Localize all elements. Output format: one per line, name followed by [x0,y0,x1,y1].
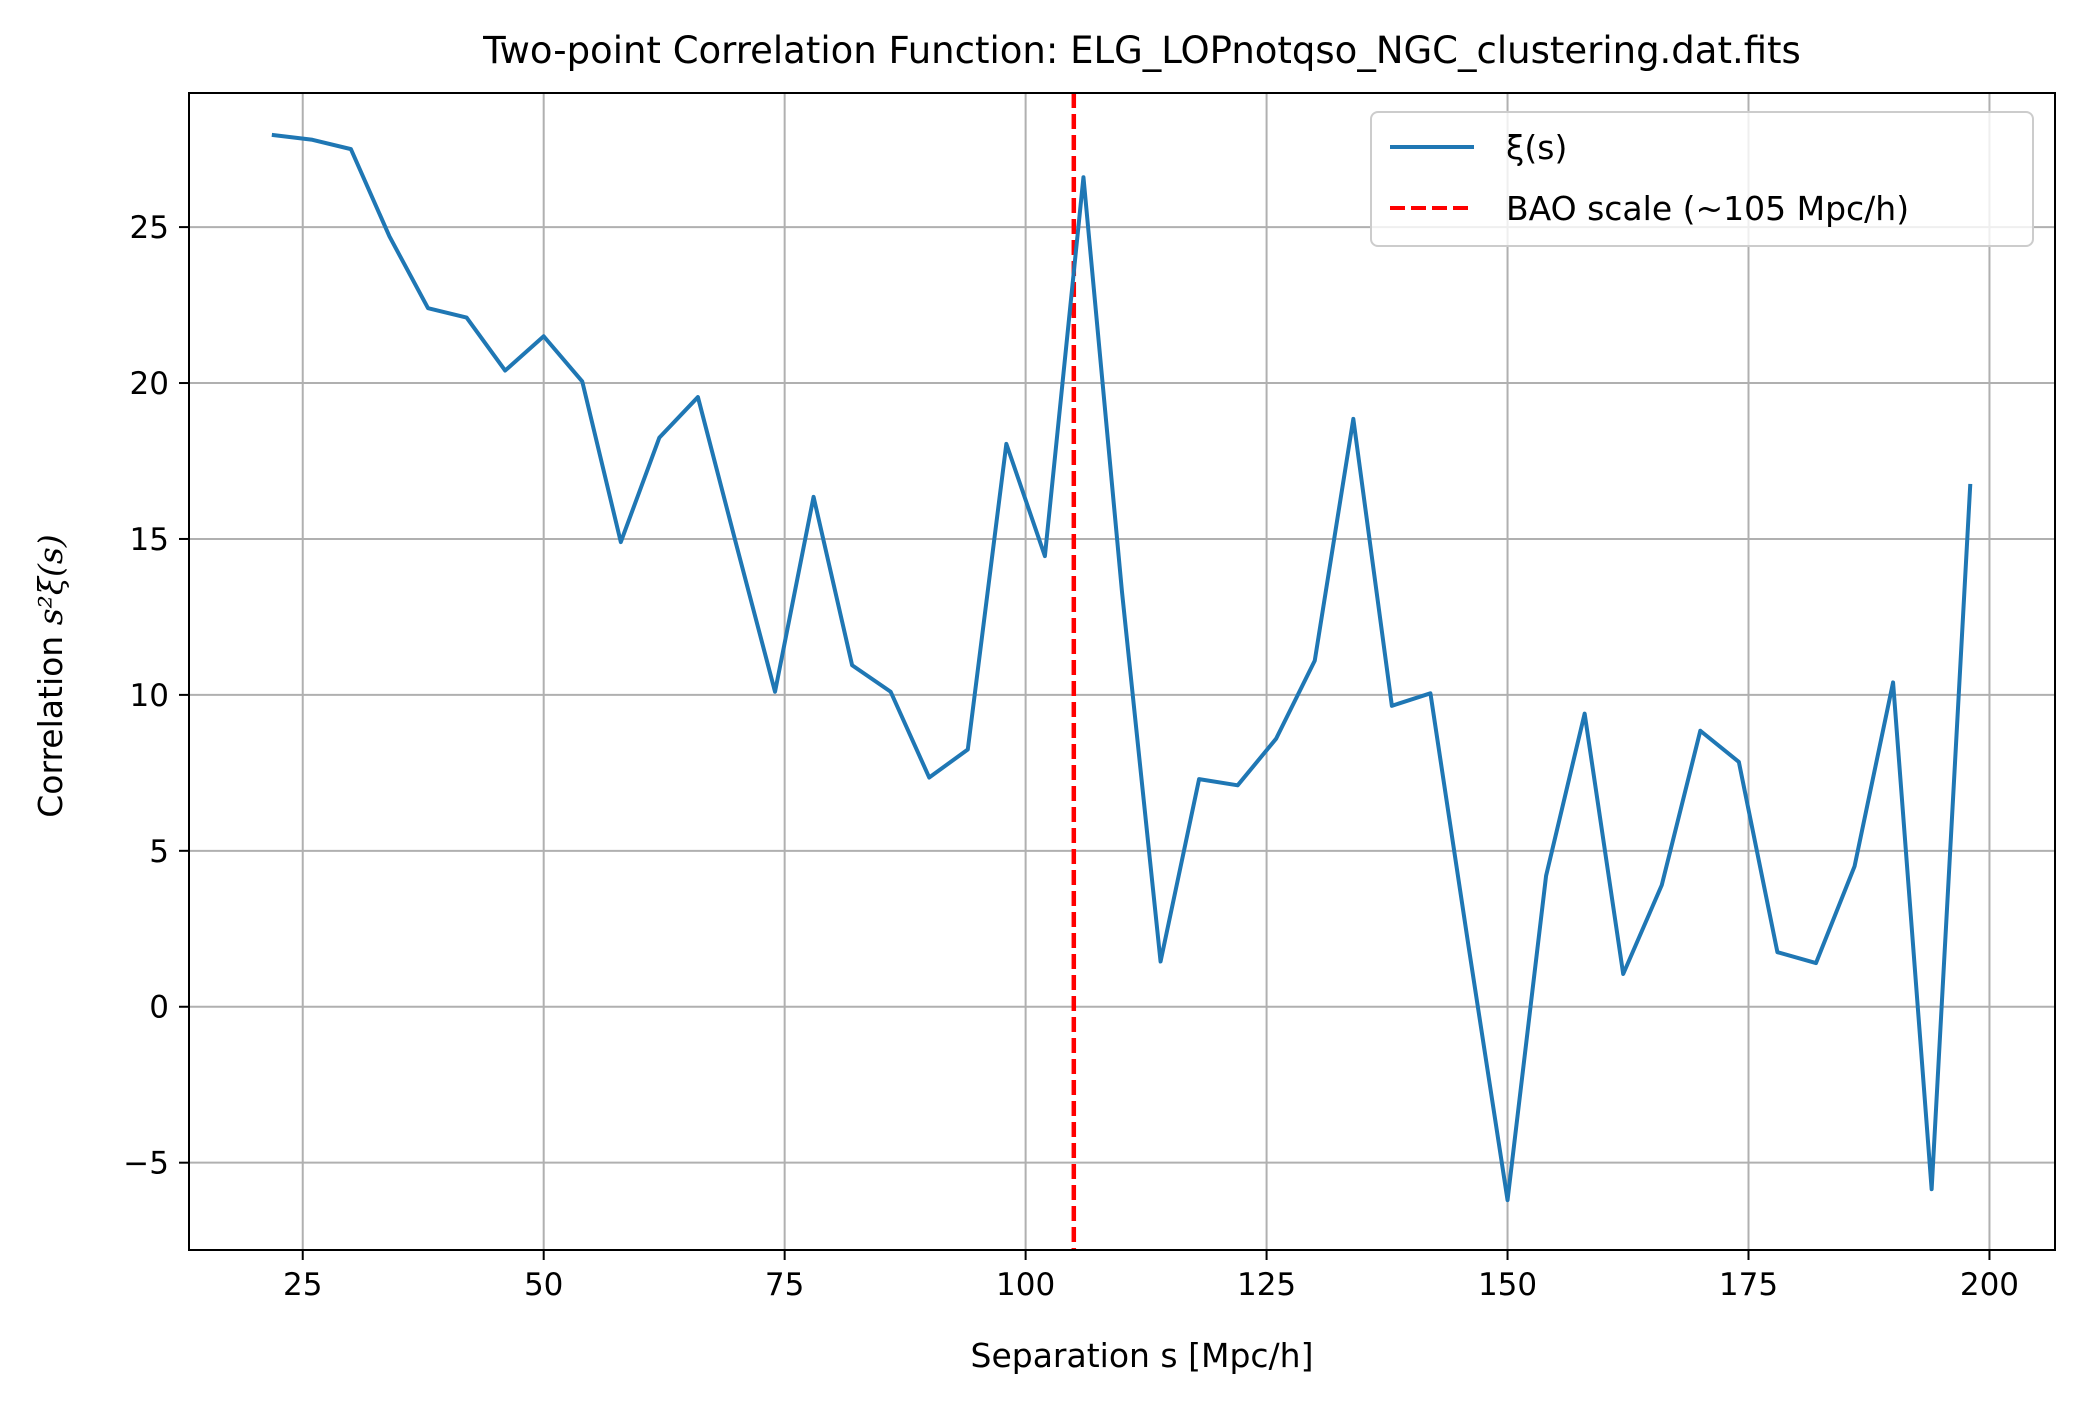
x-tick-label: 100 [996,1267,1055,1303]
x-tick-label: 200 [1960,1267,2019,1303]
x-tick-label: 25 [283,1267,322,1303]
x-tick-label: 125 [1237,1267,1296,1303]
chart-title: Two-point Correlation Function: ELG_LOPn… [482,29,1801,72]
x-tick-label: 50 [524,1267,563,1303]
y-tick-label: 20 [130,366,169,402]
y-tick-label: 5 [149,834,169,870]
y-axis-label-prefix: Correlation [31,625,70,817]
x-axis-label: Separation s [Mpc/h] [971,1336,1314,1375]
series-lines [271,132,1973,1203]
x-axis-ticks: 25 50 75 100 125 150 175 200 [283,1250,2019,1303]
grid [189,93,2055,1250]
y-tick-label: 0 [149,990,169,1026]
legend-label-xi: ξ(s) [1506,128,1567,167]
x-tick-label: 75 [765,1267,804,1303]
y-axis-label-math: s²ξ(s) [31,534,70,625]
legend-label-bao: BAO scale (~105 Mpc/h) [1506,189,1909,228]
xi-series-line [271,132,1973,1203]
legend: ξ(s) BAO scale (~105 Mpc/h) [1370,111,2034,247]
y-tick-label: 25 [130,210,169,246]
y-axis-label: Correlation s²ξ(s) [31,534,70,818]
y-tick-label: 10 [130,678,169,714]
y-axis-ticks: −5 0 5 10 15 20 25 [123,210,189,1182]
x-tick-label: 175 [1719,1267,1778,1303]
legend-box [1370,111,2034,247]
axes-frame [188,92,2056,1251]
y-tick-label: −5 [123,1146,169,1182]
x-tick-label: 150 [1478,1267,1537,1303]
y-tick-label: 15 [130,522,169,558]
